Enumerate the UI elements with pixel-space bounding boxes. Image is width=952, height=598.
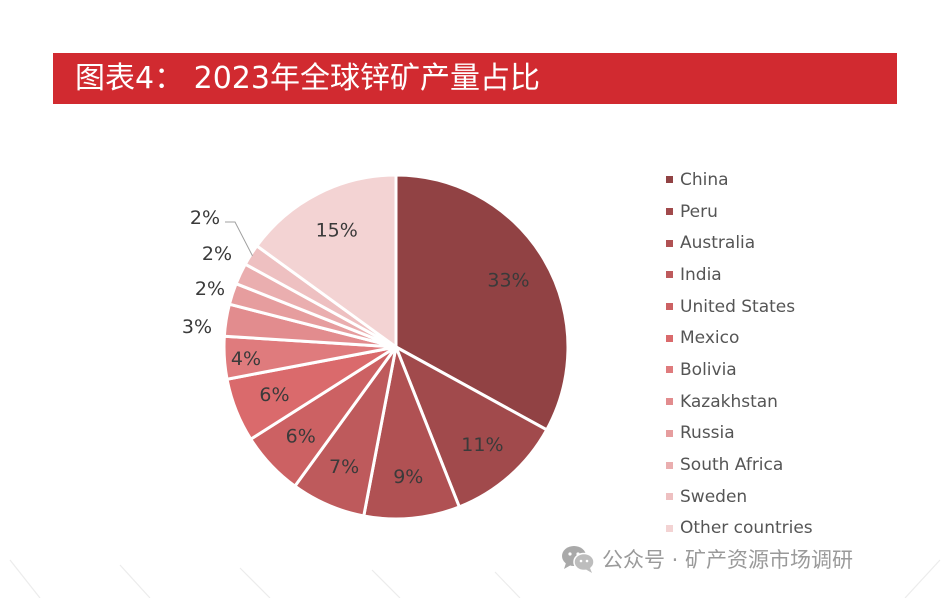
legend-swatch xyxy=(666,461,673,469)
legend-swatch xyxy=(666,334,673,342)
legend-swatch xyxy=(666,366,673,374)
data-label-other-countries: 15% xyxy=(316,220,358,242)
legend-swatch xyxy=(666,271,673,279)
legend-item-south-africa: South Africa xyxy=(666,449,866,481)
pie-slice-other-countries xyxy=(255,173,398,349)
legend-item-australia: Australia xyxy=(666,227,866,259)
data-label-china: 33% xyxy=(487,270,529,292)
pie-slice-australia xyxy=(362,345,461,521)
watermark-text: 公众号 · 矿产资源市场调研 xyxy=(602,548,854,572)
legend-item-mexico: Mexico xyxy=(666,322,866,354)
legend-swatch xyxy=(666,239,673,247)
data-label-mexico: 6% xyxy=(259,384,289,406)
legend-item-united-states: United States xyxy=(666,291,866,323)
wechat-icon xyxy=(562,546,595,573)
legend-label: Russia xyxy=(680,423,735,444)
leader-line-sweden xyxy=(225,221,253,257)
legend-label: Peru xyxy=(680,201,718,222)
legend-label: Bolivia xyxy=(680,359,737,380)
legend-label: Sweden xyxy=(680,486,748,507)
legend-swatch xyxy=(666,429,673,437)
legend-label: United States xyxy=(680,296,796,317)
legend-item-peru: Peru xyxy=(666,196,866,228)
data-label-kazakhstan: 3% xyxy=(182,316,212,338)
legend-label: Mexico xyxy=(680,328,740,349)
legend-item-other-countries: Other countries xyxy=(666,513,866,545)
data-label-peru: 11% xyxy=(461,434,503,456)
legend-swatch xyxy=(666,303,673,311)
data-label-united-states: 6% xyxy=(286,426,316,448)
legend-label: Kazakhstan xyxy=(680,391,778,412)
legend-item-russia: Russia xyxy=(666,418,866,450)
legend-label: India xyxy=(680,264,722,285)
watermark: 公众号 · 矿产资源市场调研 xyxy=(560,544,853,574)
legend-swatch xyxy=(666,176,673,184)
pie-slice-peru xyxy=(394,345,549,509)
data-label-india: 7% xyxy=(329,456,359,478)
legend-item-india: India xyxy=(666,259,866,291)
legend-label: China xyxy=(680,169,729,190)
legend-label: South Africa xyxy=(680,455,784,476)
legend-item-sweden: Sweden xyxy=(666,481,866,513)
data-label-australia: 9% xyxy=(393,466,423,488)
legend-item-bolivia: Bolivia xyxy=(666,354,866,386)
data-label-bolivia: 4% xyxy=(231,348,261,370)
data-label-south-africa: 2% xyxy=(202,243,232,265)
legend-swatch xyxy=(666,398,673,406)
chart-title: 图表4： 2023年全球锌矿产量占比 xyxy=(53,53,897,104)
legend-item-kazakhstan: Kazakhstan xyxy=(666,386,866,418)
legend-swatch xyxy=(666,493,673,501)
legend-item-china: China xyxy=(666,164,866,196)
legend-swatch xyxy=(666,208,673,216)
legend-label: Other countries xyxy=(680,518,813,539)
legend-swatch xyxy=(666,524,673,532)
pie-slice-china xyxy=(394,173,570,432)
chart-legend: China Peru Australia India United States Mexi… xyxy=(666,164,866,544)
legend-label: Australia xyxy=(680,233,756,254)
data-label-russia: 2% xyxy=(195,278,225,300)
data-label-sweden: 2% xyxy=(190,207,220,229)
